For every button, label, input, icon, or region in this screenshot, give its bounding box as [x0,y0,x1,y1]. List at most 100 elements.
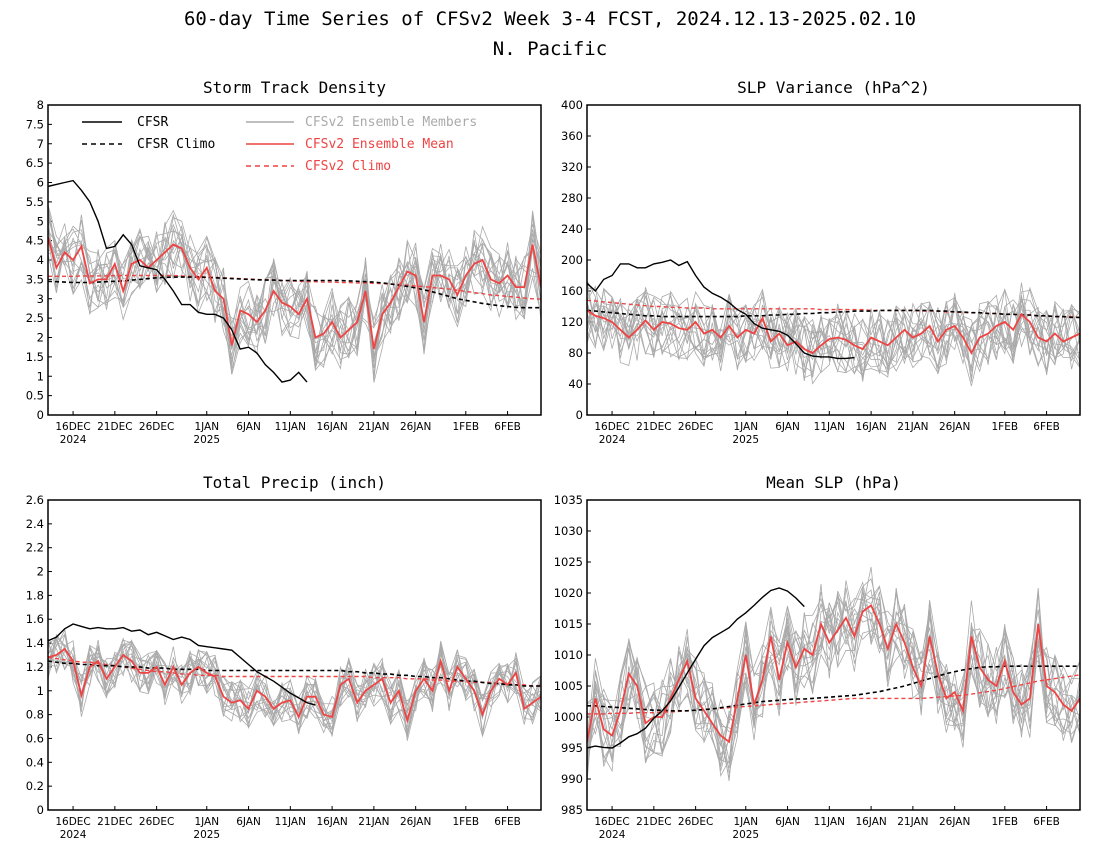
y-tick-label: 1035 [554,493,583,507]
y-tick-label: 1025 [554,555,583,569]
y-tick-label: 200 [561,253,583,267]
x-tick-label: 1FEB [453,421,480,433]
y-tick-label: 5 [37,214,44,228]
x-tick-label: 26JAN [400,421,431,433]
panel-title: Storm Track Density [203,78,386,97]
ensemble-member-line [587,578,1080,778]
legend-label: CFSR Climo [137,137,215,152]
x-tick-year: 2025 [732,434,759,446]
x-tick-label: 26DEC [139,816,174,828]
ensemble-member-line [48,209,541,354]
y-tick-label: 1005 [554,679,583,693]
y-tick-label: 4.5 [26,234,44,248]
x-tick-year: 2024 [599,829,626,841]
x-tick-label: 16JAN [316,816,347,828]
y-tick-label: 0.4 [26,755,44,769]
x-tick-label: 26DEC [678,816,713,828]
ensemble-member-line [587,288,1080,374]
y-tick-label: 2 [37,565,44,579]
series-cfsr [587,587,805,749]
y-tick-label: 0.8 [26,708,44,722]
x-tick-label: 1JAN [194,816,219,828]
y-tick-label: 1015 [554,617,583,631]
plot-frame [586,499,1081,811]
y-tick-label: 80 [568,346,583,360]
legend-label: CFSv2 Ensemble Mean [305,137,454,152]
x-tick-label: 1JAN [733,421,758,433]
x-tick-year: 2024 [599,434,626,446]
x-tick-year: 2024 [60,434,87,446]
legend: CFSR CFSR Climo CFSv2 Ensemble Members CFSv… [82,115,477,174]
y-tick-label: 1.4 [26,636,44,650]
y-tick-label: 360 [561,129,583,143]
x-tick-label: 16JAN [855,421,886,433]
ensemble-member-line [48,204,541,369]
series-cfsv2-climo [587,299,1080,319]
y-tick-label: 985 [561,803,583,817]
y-tick-label: 2.2 [26,541,44,555]
plot-area [48,623,541,741]
x-tick-label: 26DEC [139,421,174,433]
panel-title: Total Precip (inch) [203,473,386,492]
ensemble-member-line [48,228,541,381]
x-tick-label: 16DEC [55,816,90,828]
x-tick-label: 16JAN [855,816,886,828]
y-tick-label: 2.4 [26,517,44,531]
plot-area [48,179,541,383]
x-tick-label: 6JAN [775,421,800,433]
x-tick-label: 11JAN [275,421,306,433]
series-cfsr-climo [48,276,541,309]
ensemble-member-line [587,587,1080,779]
series-cfsv2-climo [48,656,541,687]
x-tick-label: 16DEC [594,421,629,433]
ensemble-member-line [48,639,541,732]
y-tick-label: 1.8 [26,588,44,602]
x-tick-label: 6JAN [775,816,800,828]
panel-title: SLP Variance (hPa^2) [737,78,930,97]
x-tick-label: 16DEC [55,421,90,433]
series-cfsr [587,259,855,360]
x-tick-label: 21DEC [636,421,671,433]
ensemble-member-line [48,207,541,372]
x-tick-label: 21JAN [897,816,928,828]
figure-title: 60-day Time Series of CFSv2 Week 3-4 FCS… [184,8,916,30]
x-tick-label: 1FEB [453,816,480,828]
plot-area [587,259,1080,387]
x-tick-label: 11JAN [275,816,306,828]
ensemble-member-line [587,288,1080,385]
y-tick-label: 1000 [554,710,583,724]
y-tick-label: 400 [561,98,583,112]
x-tick-label: 1FEB [992,816,1019,828]
x-tick-label: 1JAN [194,421,219,433]
x-tick-label: 11JAN [814,421,845,433]
y-tick-label: 1.2 [26,660,44,674]
y-tick-label: 990 [561,772,583,786]
y-tick-label: 2.6 [26,493,44,507]
panel-slp-variance: SLP Variance (hPa^2) 0 40 80 120 160 200 240 280… [561,78,1081,446]
ensemble-member-line [48,633,541,732]
y-tick-label: 8 [37,98,44,112]
x-tick-label: 6JAN [236,816,261,828]
x-tick-label: 26JAN [939,421,970,433]
ensemble-member-line [587,597,1080,767]
y-tick-label: 160 [561,284,583,298]
y-tick-label: 1.5 [26,350,44,364]
plot-frame [47,499,542,811]
ensemble-member-line [48,213,541,368]
x-tick-label: 16JAN [316,421,347,433]
plot-frame [586,104,1081,416]
y-tick-label: 0.5 [26,389,44,403]
x-tick-label: 21DEC [97,816,132,828]
plot-area [587,566,1080,782]
series-cfsr-climo [587,309,1080,319]
x-tick-label: 6FEB [494,421,521,433]
x-tick-label: 16DEC [594,816,629,828]
series-cfsr [48,623,316,706]
y-tick-label: 5.5 [26,195,44,209]
y-tick-label: 7.5 [26,117,44,131]
legend-label: CFSR [137,115,168,130]
y-tick-label: 6.5 [26,156,44,170]
series-cfsr-climo [48,660,541,687]
legend-label: CFSv2 Climo [305,159,391,174]
series-cfsr-climo [587,665,1080,712]
